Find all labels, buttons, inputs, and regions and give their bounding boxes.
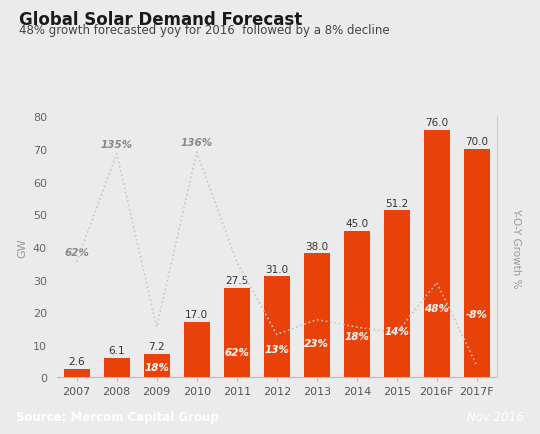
Text: 18%: 18% (144, 362, 169, 372)
Text: 62%: 62% (64, 247, 89, 257)
Bar (304, 254, 330, 378)
Y-axis label: GW: GW (17, 237, 28, 257)
Text: 13%: 13% (264, 344, 289, 354)
Text: 135%: 135% (100, 139, 133, 149)
Bar (64, 369, 90, 378)
Bar (104, 358, 130, 378)
Text: 38.0: 38.0 (305, 241, 328, 251)
Text: 48%: 48% (424, 303, 449, 313)
Text: 27.5: 27.5 (225, 276, 248, 286)
Text: Source: Mercom Capital Group: Source: Mercom Capital Group (16, 410, 219, 423)
Bar (384, 211, 410, 378)
Text: 70.0: 70.0 (465, 137, 488, 147)
Bar (424, 130, 450, 378)
Bar (224, 288, 249, 378)
Text: 51.2: 51.2 (385, 198, 408, 208)
Text: 7.2: 7.2 (148, 342, 165, 352)
Text: 6.1: 6.1 (109, 345, 125, 355)
Text: 23%: 23% (305, 338, 329, 348)
Text: 45.0: 45.0 (345, 219, 368, 228)
Bar (144, 354, 170, 378)
Text: 62%: 62% (224, 348, 249, 358)
Text: Global Solar Demand Forecast: Global Solar Demand Forecast (19, 11, 302, 29)
Text: Nov 2016: Nov 2016 (467, 410, 524, 423)
Bar (184, 322, 210, 378)
Text: 76.0: 76.0 (425, 118, 448, 128)
Bar (464, 150, 490, 378)
Text: 18%: 18% (345, 332, 369, 342)
Bar (344, 231, 370, 378)
Text: 17.0: 17.0 (185, 310, 208, 319)
Text: 48% growth forecasted yoy for 2016  followed by a 8% decline: 48% growth forecasted yoy for 2016 follo… (19, 24, 389, 37)
Text: 31.0: 31.0 (265, 264, 288, 274)
Y-axis label: Y-O-Y Growth %: Y-O-Y Growth % (511, 207, 521, 288)
Text: 2.6: 2.6 (69, 357, 85, 366)
Text: 136%: 136% (181, 138, 213, 148)
Text: 14%: 14% (384, 326, 409, 336)
Text: -8%: -8% (466, 309, 488, 319)
Bar (264, 277, 290, 378)
